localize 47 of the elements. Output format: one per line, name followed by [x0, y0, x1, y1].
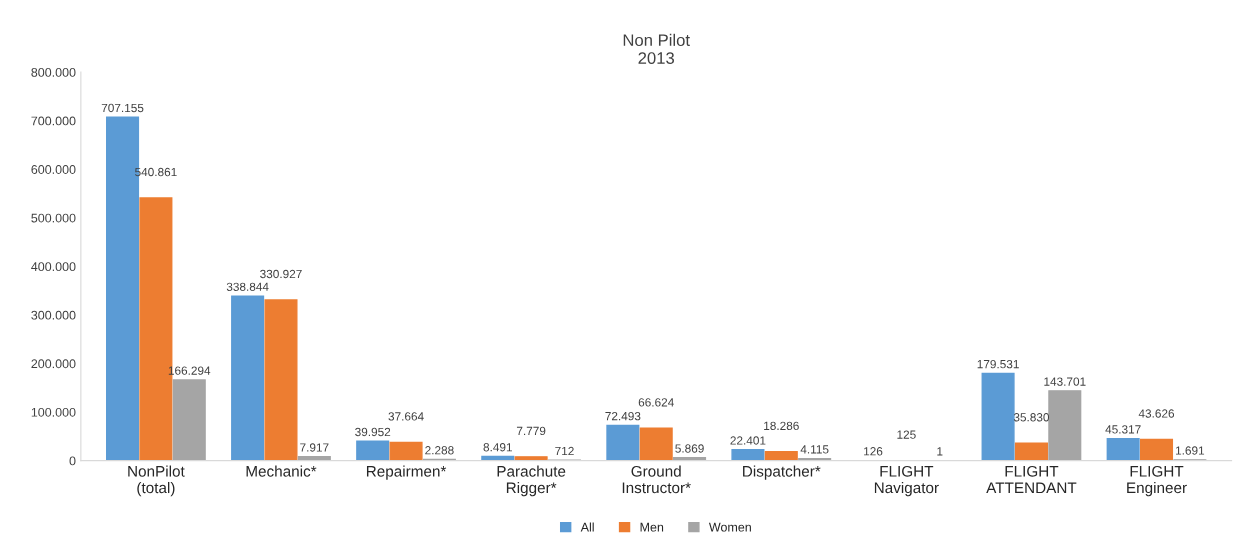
- data-label: 179.531: [977, 359, 1019, 369]
- y-tick-label: 500.000: [31, 213, 76, 223]
- data-label: 7.779: [516, 426, 546, 436]
- data-label: 4.115: [800, 445, 829, 454]
- x-tick-label: FLIGHT Engineer: [1127, 465, 1187, 497]
- data-label: 712: [555, 446, 574, 456]
- chart-title: Non Pilot 2013: [623, 33, 690, 64]
- data-label: 125: [897, 430, 916, 439]
- data-label: 126: [864, 447, 883, 456]
- data-label: 45.317: [1105, 425, 1141, 434]
- data-label: 707.155: [101, 103, 144, 113]
- x-tick-label: Mechanic*: [246, 465, 317, 477]
- data-label: 330.927: [260, 269, 302, 279]
- data-label: 18.286: [764, 421, 799, 430]
- data-label: 1: [937, 447, 943, 456]
- data-label: 72.493: [605, 411, 641, 421]
- data-label: 338.844: [226, 282, 269, 291]
- data-label: 66.624: [638, 398, 674, 407]
- y-tick-label: 200.000: [31, 359, 76, 369]
- data-label: 5.869: [675, 444, 704, 453]
- y-tick-label: 400.000: [31, 262, 76, 272]
- y-tick-label: 100.000: [31, 407, 76, 417]
- legend-label: Women: [708, 522, 751, 532]
- x-tick-label: Ground Instructor*: [622, 465, 691, 494]
- data-label: 35.830: [1013, 413, 1050, 422]
- data-label: 8.491: [483, 443, 512, 452]
- data-label: 7.917: [300, 443, 329, 452]
- y-tick-label: 700.000: [31, 116, 76, 126]
- data-label: 39.952: [355, 427, 391, 437]
- data-label: 22.401: [730, 436, 766, 445]
- legend-label: Men: [640, 522, 664, 532]
- data-label: 1.691: [1176, 446, 1205, 455]
- x-tick-label: Dispatcher*: [743, 465, 821, 480]
- y-tick-label: 600.000: [31, 165, 76, 174]
- data-label: 43.626: [1138, 409, 1175, 418]
- x-tick-label: NonPilot (total): [128, 465, 185, 497]
- x-tick-label: Repairmen*: [366, 465, 447, 480]
- x-tick-label: FLIGHT Navigator: [874, 465, 939, 497]
- legend-label: All: [580, 522, 594, 532]
- x-tick-label: Parachute Rigger*: [497, 465, 566, 497]
- data-label: 2.288: [425, 446, 454, 455]
- y-tick-label: 300.000: [31, 310, 76, 320]
- y-tick-label: 800.000: [31, 67, 76, 77]
- y-tick-label: 0: [69, 456, 76, 466]
- x-tick-label: FLIGHT ATTENDANT: [986, 465, 1077, 494]
- data-label: 37.664: [388, 412, 424, 421]
- data-label: 143.701: [1044, 377, 1086, 386]
